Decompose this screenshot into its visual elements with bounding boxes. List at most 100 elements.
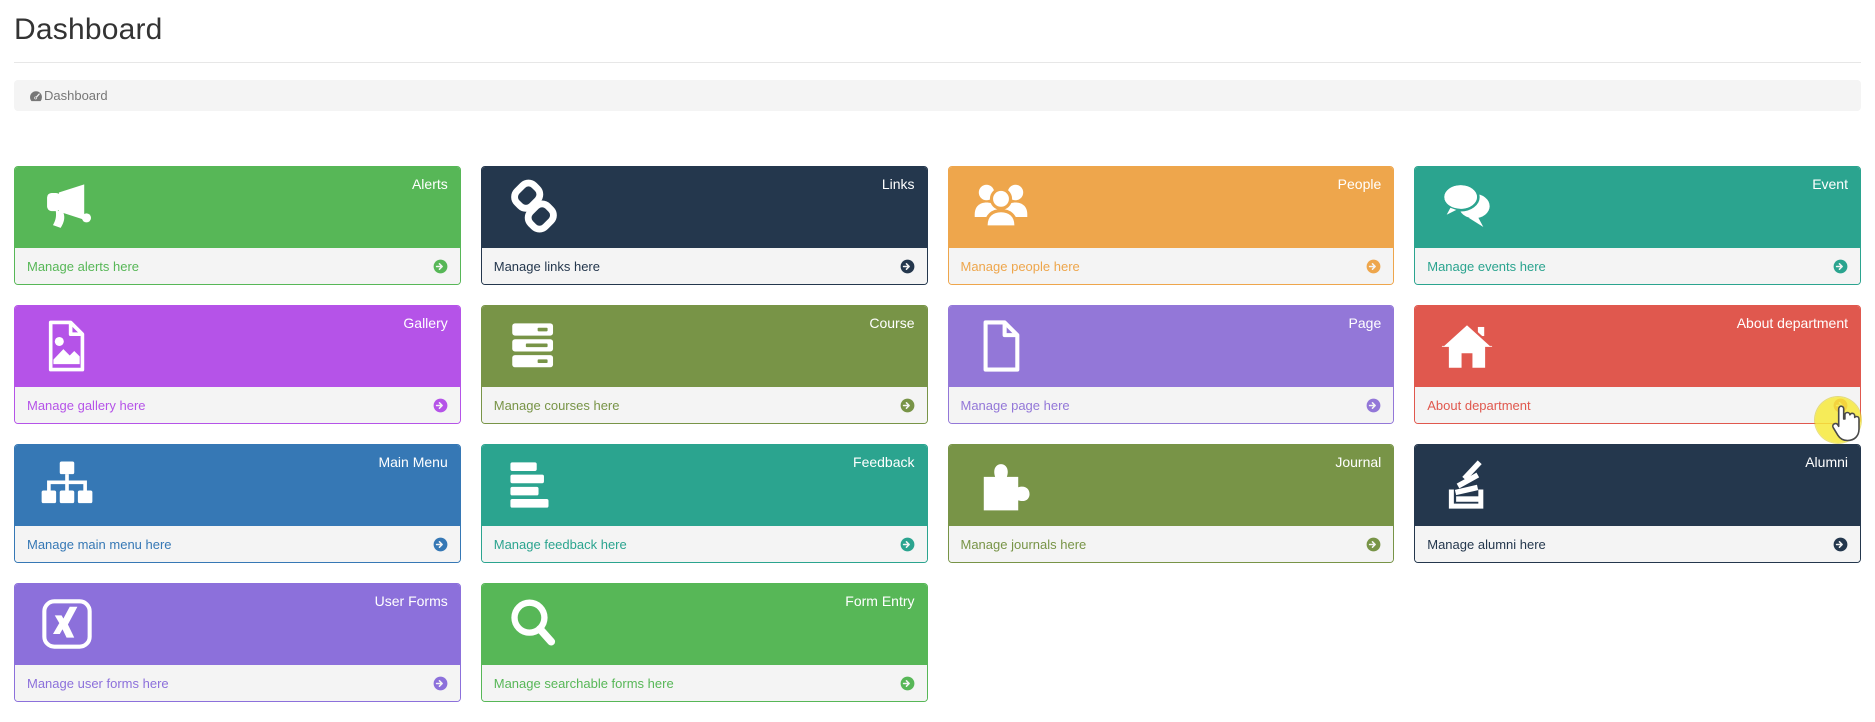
comments-icon: [1438, 178, 1496, 236]
tile-footer-link[interactable]: Manage searchable forms here: [481, 665, 927, 701]
tile-title: People: [1337, 176, 1382, 192]
arrow-circle-right-icon[interactable]: [433, 398, 448, 413]
tile-link-text: Manage links here: [493, 258, 600, 274]
tile-footer-link[interactable]: Manage alumni here: [1415, 526, 1860, 562]
chain-icon: [505, 178, 563, 236]
tile-link-text: Manage courses here: [493, 397, 620, 413]
tile-link-text: Manage page here: [960, 397, 1070, 413]
tile-title: Gallery: [403, 315, 448, 331]
tile-page: Page Manage page here: [947, 305, 1395, 424]
tile-link-text: Manage events here: [1427, 258, 1546, 274]
dashboard-tile-grid: Alerts Manage alerts here Links Manage l…: [14, 166, 1861, 702]
tile-gallery: Gallery Manage gallery here: [14, 305, 461, 424]
tile-header-people[interactable]: People: [948, 167, 1394, 248]
tile-journal: Journal Manage journals here: [947, 444, 1395, 563]
tile-header-main-menu[interactable]: Main Menu: [15, 445, 460, 526]
arrow-circle-right-icon[interactable]: [433, 259, 448, 274]
image-file-icon: [38, 317, 96, 375]
tile-main-menu: Main Menu Manage main menu here: [14, 444, 461, 563]
file-icon: [972, 317, 1030, 375]
tile-header-form-entry[interactable]: Form Entry: [481, 584, 927, 665]
tile-footer-link[interactable]: Manage links here: [481, 248, 927, 284]
align-left-icon: [505, 456, 563, 514]
arrow-circle-right-icon[interactable]: [1366, 259, 1381, 274]
tile-people: People Manage people here: [947, 166, 1395, 285]
arrow-circle-right-icon[interactable]: [433, 676, 448, 691]
tile-footer-link[interactable]: Manage main menu here: [15, 526, 460, 562]
dashboard-gauge-icon: [30, 90, 42, 101]
tile-link-text: Manage user forms here: [27, 675, 169, 691]
tile-footer-link[interactable]: Manage people here: [948, 248, 1394, 284]
breadcrumb: Dashboard: [14, 80, 1861, 111]
tile-header-journal[interactable]: Journal: [948, 445, 1394, 526]
tile-footer-link[interactable]: Manage journals here: [948, 526, 1394, 562]
tile-footer-link[interactable]: Manage user forms here: [15, 665, 460, 701]
server-stack-icon: [505, 317, 563, 375]
tile-link-text: Manage people here: [960, 258, 1080, 274]
tile-header-user-forms[interactable]: User Forms: [15, 584, 460, 665]
tile-header-alerts[interactable]: Alerts: [15, 167, 460, 248]
arrow-circle-right-icon[interactable]: [1366, 398, 1381, 413]
tile-link-text: Manage main menu here: [27, 536, 172, 552]
tile-link-text: Manage alumni here: [1427, 536, 1546, 552]
tile-footer-link[interactable]: Manage courses here: [481, 387, 927, 423]
tile-title: Alumni: [1805, 454, 1848, 470]
tile-form-entry: Form Entry Manage searchable forms here: [480, 583, 928, 702]
arrow-circle-right-icon[interactable]: [900, 676, 915, 691]
tile-link-text: Manage alerts here: [27, 258, 140, 274]
tile-links: Links Manage links here: [480, 166, 928, 285]
tile-alerts: Alerts Manage alerts here: [14, 166, 461, 285]
tile-title: Event: [1812, 176, 1848, 192]
arrow-circle-right-icon[interactable]: [900, 537, 915, 552]
tile-event: Event Manage events here: [1414, 166, 1861, 285]
tile-title: Main Menu: [378, 454, 448, 470]
tile-title: Alerts: [411, 176, 448, 192]
arrow-circle-right-icon[interactable]: [1833, 537, 1848, 552]
xing-icon: [38, 595, 96, 653]
tile-title: Form Entry: [845, 593, 915, 609]
tile-header-feedback[interactable]: Feedback: [481, 445, 927, 526]
tile-header-page[interactable]: Page: [948, 306, 1394, 387]
breadcrumb-label[interactable]: Dashboard: [44, 88, 108, 103]
arrow-circle-right-icon[interactable]: [433, 537, 448, 552]
tile-about-department: About department About department: [1414, 305, 1861, 424]
tile-title: Course: [869, 315, 915, 331]
tile-link-text: Manage journals here: [960, 536, 1087, 552]
arrow-circle-right-icon[interactable]: [1833, 259, 1848, 274]
tile-footer-link[interactable]: Manage gallery here: [15, 387, 460, 423]
tile-header-links[interactable]: Links: [481, 167, 927, 248]
tile-header-alumni[interactable]: Alumni: [1415, 445, 1860, 526]
tile-title: Feedback: [853, 454, 915, 470]
tile-footer-link[interactable]: Manage events here: [1415, 248, 1860, 284]
title-divider: [14, 62, 1861, 63]
arrow-circle-right-icon[interactable]: [1366, 537, 1381, 552]
stack-icon: [1438, 456, 1496, 514]
tile-link-text: Manage searchable forms here: [493, 675, 674, 691]
sitemap-icon: [38, 456, 96, 514]
tile-header-about-department[interactable]: About department: [1415, 306, 1860, 387]
tile-footer-link[interactable]: Manage page here: [948, 387, 1394, 423]
tile-title: Links: [881, 176, 915, 192]
tile-footer-link[interactable]: About department: [1415, 387, 1860, 423]
tile-header-event[interactable]: Event: [1415, 167, 1860, 248]
users-icon: [972, 178, 1030, 236]
home-icon: [1438, 317, 1496, 375]
tile-feedback: Feedback Manage feedback here: [480, 444, 928, 563]
search-icon: [505, 595, 563, 653]
arrow-circle-right-icon[interactable]: [900, 398, 915, 413]
tile-link-text: About department: [1427, 397, 1531, 413]
hand-pointer-cursor: [1831, 405, 1860, 442]
tile-header-gallery[interactable]: Gallery: [15, 306, 460, 387]
tile-link-text: Manage gallery here: [27, 397, 146, 413]
tile-alumni: Alumni Manage alumni here: [1414, 444, 1861, 563]
tile-footer-link[interactable]: Manage alerts here: [15, 248, 460, 284]
tile-title: User Forms: [374, 593, 448, 609]
arrow-circle-right-icon[interactable]: [900, 259, 915, 274]
tile-user-forms: User Forms Manage user forms here: [14, 583, 461, 702]
bullhorn-icon: [38, 178, 96, 236]
tile-course: Course Manage courses here: [480, 305, 928, 424]
tile-footer-link[interactable]: Manage feedback here: [481, 526, 927, 562]
page-title: Dashboard: [14, 13, 163, 46]
tile-title: Page: [1348, 315, 1382, 331]
tile-header-course[interactable]: Course: [481, 306, 927, 387]
